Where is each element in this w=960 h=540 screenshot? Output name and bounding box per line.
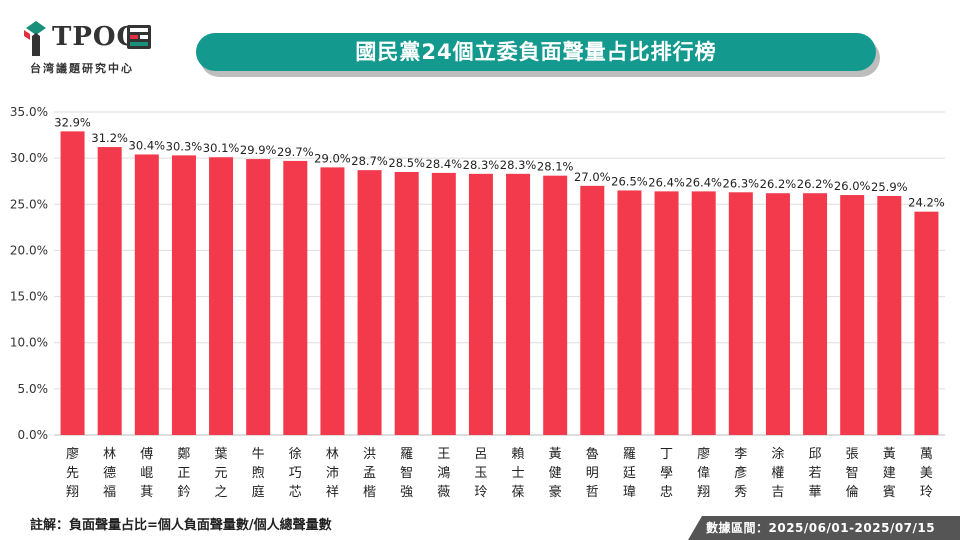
bar xyxy=(914,211,939,435)
bar xyxy=(431,172,456,435)
data-label: 26.4% xyxy=(685,175,722,189)
y-tick-label: 25.0% xyxy=(10,197,48,211)
chart-data-labels: 32.9%31.2%30.4% 30.3% 30.1% 29.9% 29.7% 29.0%… xyxy=(54,115,944,209)
data-label: 26.3% xyxy=(723,176,760,190)
data-label: 30.4% xyxy=(129,138,166,152)
data-label: 28.4% xyxy=(426,157,463,171)
x-tick-label: 黃建賓 xyxy=(883,447,896,500)
chart-bars xyxy=(60,131,939,436)
x-tick-label: 徐巧芯 xyxy=(289,447,302,500)
y-tick-label: 35.0% xyxy=(10,105,48,119)
bar xyxy=(543,175,568,436)
bar xyxy=(283,160,308,435)
bar xyxy=(580,185,605,435)
data-label: 26.4% xyxy=(648,175,685,189)
x-tick-label: 邱若華 xyxy=(809,447,822,500)
data-label: 25.9% xyxy=(871,180,908,194)
x-tick-label: 葉元之 xyxy=(215,447,228,500)
x-tick-label: 李彥秀 xyxy=(734,447,747,500)
title-banner: 國民黨24個立委負面聲量占比排行榜 xyxy=(196,33,882,77)
page-title: 國民黨24個立委負面聲量占比排行榜 xyxy=(196,33,876,71)
y-tick-label: 30.0% xyxy=(10,151,48,165)
bar xyxy=(877,195,902,435)
x-tick-label: 張智倫 xyxy=(846,447,859,500)
y-axis-tick-labels: 0.0% 5.0% 10.0% 15.0% 20.0% 25.0% 30.0% 35.0% xyxy=(10,105,48,442)
x-tick-label: 丁學忠 xyxy=(660,447,673,500)
data-label: 28.7% xyxy=(351,154,388,168)
x-tick-label: 廖偉翔 xyxy=(697,446,710,500)
bar xyxy=(691,191,716,435)
x-tick-label: 羅廷瑋 xyxy=(623,447,636,500)
chart-gridlines xyxy=(54,111,945,436)
x-axis-tick-labels: 廖先翔 林德福 傅崐萁 鄭正鈐 葉元之 牛煦庭 徐巧芯 林沛祥 洪孟楷 羅智強 王鴻薇 呂玉玲 賴士葆 黃… xyxy=(66,446,933,500)
y-tick-label: 20.0% xyxy=(10,243,48,257)
data-label: 28.3% xyxy=(500,158,537,172)
x-tick-label: 鄭正鈐 xyxy=(177,447,190,500)
x-tick-label: 涂權吉 xyxy=(771,446,784,500)
tpoc-logo-mark-icon xyxy=(24,21,46,56)
footnote: 註解：負面聲量占比=個人負面聲量數/個人總聲量數 xyxy=(30,518,332,533)
bar xyxy=(765,193,790,435)
data-label: 26.2% xyxy=(797,177,834,191)
data-label: 28.5% xyxy=(388,156,425,170)
bar xyxy=(60,131,85,435)
x-tick-label: 萬美玲 xyxy=(920,447,933,500)
data-label: 24.2% xyxy=(908,196,945,210)
x-tick-label: 林德福 xyxy=(103,447,116,500)
data-label: 30.3% xyxy=(166,139,203,153)
bar xyxy=(803,193,828,435)
x-tick-label: 廖先翔 xyxy=(66,446,79,500)
y-tick-label: 5.0% xyxy=(18,382,49,396)
data-label: 28.1% xyxy=(537,160,574,174)
bar xyxy=(728,192,753,435)
bar xyxy=(617,190,642,435)
date-range-band xyxy=(688,516,960,540)
x-tick-label: 林沛祥 xyxy=(326,447,339,500)
x-tick-label: 傅崐萁 xyxy=(140,447,153,500)
bar xyxy=(209,157,234,435)
tpoc-logo: TPOC 台湾議題研究中心 xyxy=(22,14,172,84)
logo-subtitle: 台湾議題研究中心 xyxy=(30,62,134,75)
x-tick-label: 魯明哲 xyxy=(586,447,599,500)
logo-badge-icon xyxy=(127,25,151,49)
data-label: 26.2% xyxy=(760,177,797,191)
y-tick-label: 15.0% xyxy=(10,290,48,304)
bar xyxy=(320,167,345,435)
data-label: 28.3% xyxy=(463,158,500,172)
bar xyxy=(246,159,271,435)
x-tick-label: 洪孟楷 xyxy=(363,447,376,500)
x-tick-label: 羅智強 xyxy=(400,447,413,500)
data-label: 29.9% xyxy=(240,143,277,157)
bar xyxy=(468,173,493,435)
x-tick-label: 黃健豪 xyxy=(549,447,562,500)
bar xyxy=(506,173,531,435)
logo-wordmark: TPOC xyxy=(52,22,139,52)
data-label: 31.2% xyxy=(91,131,128,145)
bar xyxy=(654,191,679,435)
bar xyxy=(134,154,159,436)
bar xyxy=(171,155,196,436)
data-label: 26.5% xyxy=(611,174,648,188)
bar xyxy=(394,171,419,435)
data-label: 32.9% xyxy=(54,115,91,129)
date-range: 數據區間：2025/06/01-2025/07/15 xyxy=(706,521,936,535)
x-tick-label: 賴士葆 xyxy=(512,447,525,500)
x-tick-label: 呂玉玲 xyxy=(474,447,487,500)
bar xyxy=(840,195,865,435)
bar xyxy=(97,147,122,435)
data-label: 27.0% xyxy=(574,170,611,184)
data-label: 26.0% xyxy=(834,179,871,193)
x-tick-label: 牛煦庭 xyxy=(252,447,265,500)
x-tick-label: 王鴻薇 xyxy=(437,447,450,500)
y-tick-label: 0.0% xyxy=(18,428,49,442)
y-tick-label: 10.0% xyxy=(10,336,48,350)
data-label: 30.1% xyxy=(203,141,240,155)
bar xyxy=(357,170,382,435)
data-label: 29.7% xyxy=(277,145,314,159)
data-label: 29.0% xyxy=(314,151,351,165)
